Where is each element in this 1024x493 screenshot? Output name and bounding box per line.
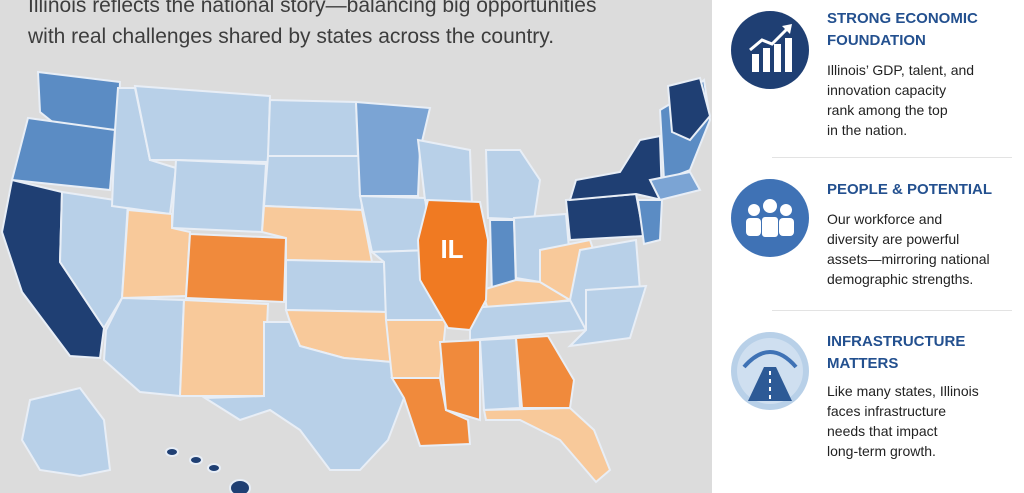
header-line: with real challenges shared by states ac… [28,25,555,48]
state [384,319,448,379]
divider [772,157,1012,158]
icon [731,179,809,257]
state [20,386,112,478]
state [285,258,388,314]
state [648,170,702,202]
header-line: Illinois reflects the national story—bal… [28,0,597,17]
state [262,155,364,212]
card-text: diversity are powerful [827,231,960,247]
card-text: demographic strengths. [827,271,974,287]
card-title: MATTERS [827,355,899,372]
card-text: rank among the top [827,102,948,118]
card-title: INFRASTRUCTURE [827,333,966,350]
state [636,199,664,246]
icon [731,332,809,410]
state [666,76,712,142]
icon [731,11,809,89]
card-text: in the nation. [827,122,908,138]
card-text: needs that impact [827,423,938,439]
state [482,406,612,484]
card-text: assets—mirroring national [827,251,990,267]
header: Illinois reflects the national story—bal… [28,0,597,52]
state [133,84,272,164]
state [564,192,646,242]
state [10,116,117,192]
state [416,198,490,332]
state [438,338,481,422]
card-text: long-term growth. [827,443,936,459]
card-text: faces infrastructure [827,403,947,419]
card-text: Like many states, Illinois [827,383,979,399]
card-text: innovation capacity [827,82,947,98]
state [207,463,221,473]
card-text: Illinois’ GDP, talent, and [827,62,975,78]
map-label: IL [440,234,463,264]
state [165,447,179,457]
state [170,158,268,234]
card-title: FOUNDATION [827,32,926,49]
state [102,296,186,398]
state [469,298,588,342]
state [416,138,474,208]
state [514,334,576,409]
card-title: PEOPLE & POTENTIAL [827,181,993,198]
state [567,284,648,348]
state [201,321,406,471]
state [229,479,251,493]
state [354,100,432,197]
state [189,455,203,465]
state [178,298,270,397]
card-title: STRONG ECONOMIC [827,10,978,27]
side-panel: STRONG ECONOMIC FOUNDATION Illinois’ GDP,… [712,0,1024,493]
state [266,98,360,157]
divider [772,310,1012,311]
card-text: Our workforce and [827,211,943,227]
state [184,232,288,304]
state [390,377,472,448]
state [568,134,664,202]
state [484,149,542,222]
state [478,336,522,412]
us-map: IL [0,70,712,493]
